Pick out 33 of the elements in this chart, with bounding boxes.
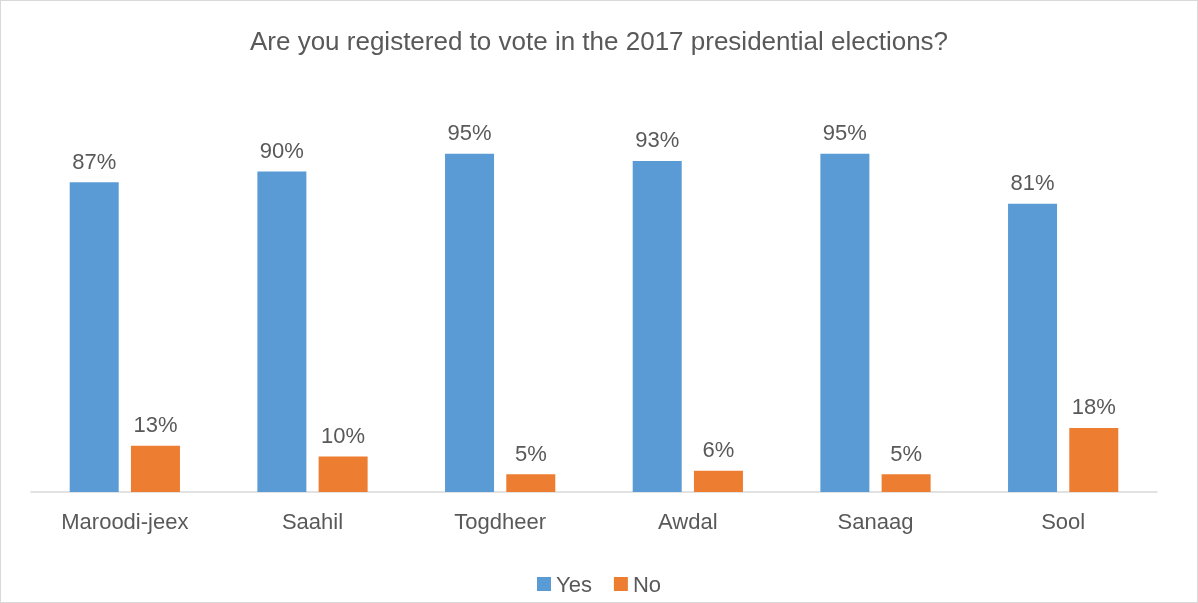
legend-label: No (632, 571, 662, 597)
x-tick-label: Saahil (281, 508, 344, 534)
bar (318, 456, 368, 492)
data-label: 6% (702, 437, 735, 463)
data-label: 81% (1010, 170, 1055, 196)
bar (1069, 427, 1119, 492)
data-label: 13% (133, 412, 178, 438)
bar (693, 470, 743, 492)
data-label: 87% (72, 148, 117, 174)
chart-title: Are you registered to vote in the 2017 presidential elections? (249, 26, 949, 56)
bar (130, 445, 180, 492)
bar (1008, 203, 1058, 492)
bar (881, 474, 931, 492)
data-label: 93% (635, 127, 680, 153)
x-tick-label: Togdheer (454, 508, 547, 534)
data-label: 95% (447, 120, 492, 146)
bar (445, 153, 495, 492)
x-tick-label: Awdal (658, 508, 718, 534)
data-label: 5% (514, 440, 547, 466)
bar (257, 171, 307, 492)
legend-label: Yes (555, 571, 592, 597)
data-label: 10% (321, 422, 366, 448)
x-tick-label: Maroodi-jeex (61, 508, 189, 534)
data-label: 95% (822, 120, 867, 146)
data-label: 5% (890, 440, 923, 466)
bar (820, 153, 870, 492)
bar (69, 182, 119, 492)
x-tick-label: Sanaag (837, 508, 914, 534)
bar (632, 160, 682, 492)
data-label: 18% (1071, 394, 1116, 420)
x-tick-label: Sool (1041, 508, 1086, 534)
data-label: 90% (259, 138, 304, 164)
bar (506, 474, 556, 492)
